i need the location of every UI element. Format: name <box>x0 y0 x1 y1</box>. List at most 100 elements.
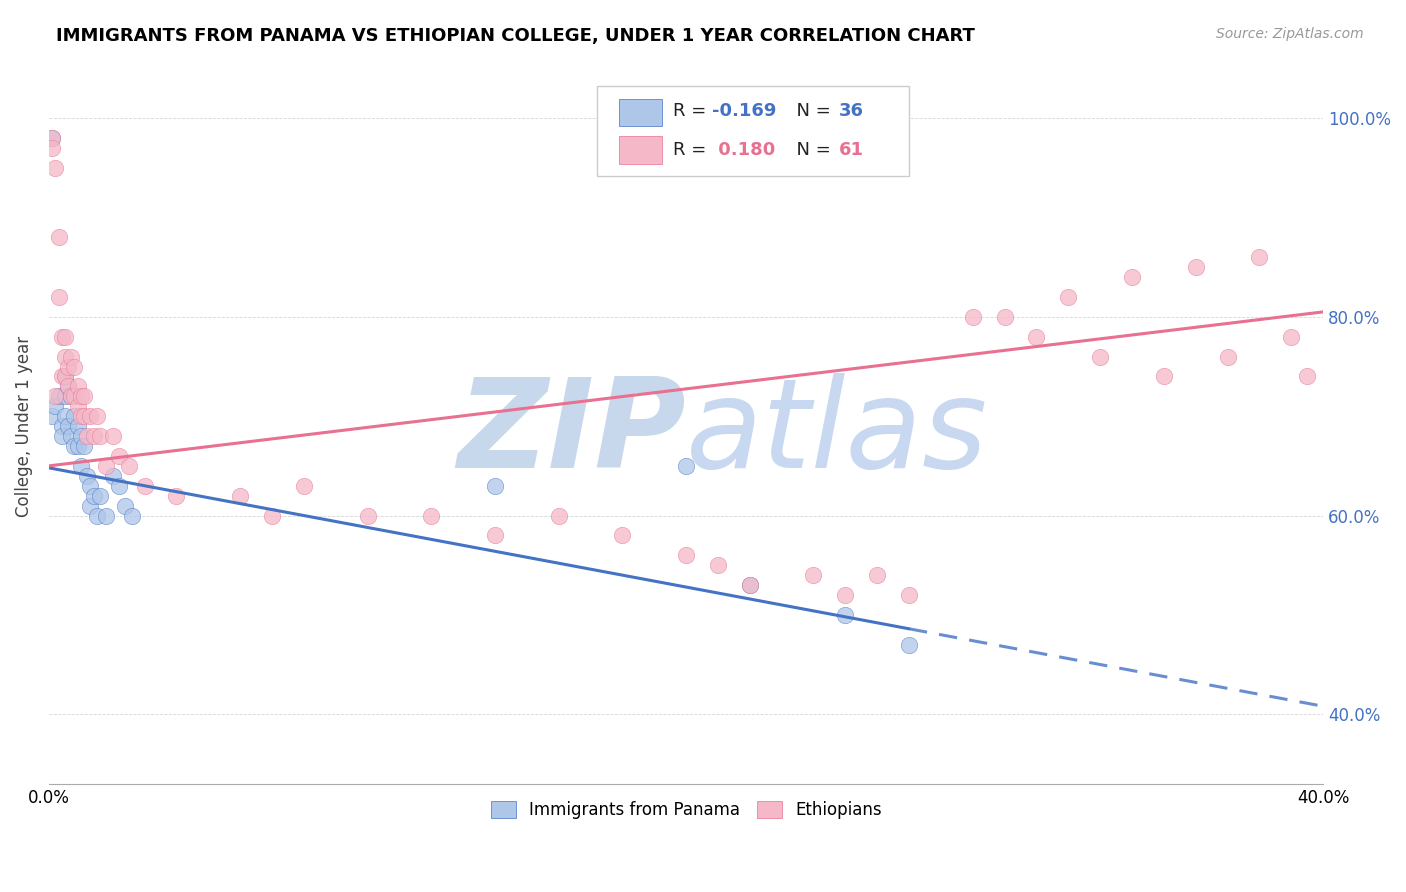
Point <box>484 528 506 542</box>
FancyBboxPatch shape <box>619 136 662 163</box>
Point <box>56 379 79 393</box>
Point <box>738 578 761 592</box>
Point <box>53 369 76 384</box>
Text: 61: 61 <box>839 141 863 159</box>
Point <box>134 479 156 493</box>
Point <box>1153 369 1175 384</box>
Point <box>41 409 63 424</box>
Point <box>48 230 70 244</box>
Point <box>56 379 79 393</box>
Point <box>1057 290 1080 304</box>
Point <box>86 409 108 424</box>
Point <box>48 389 70 403</box>
Point <box>69 409 91 424</box>
Point <box>63 389 86 403</box>
Point <box>69 389 91 403</box>
Point <box>48 290 70 304</box>
Point <box>117 458 139 473</box>
Point <box>51 369 73 384</box>
Text: atlas: atlas <box>686 373 988 494</box>
Point <box>1184 260 1206 275</box>
Point <box>96 458 118 473</box>
Point <box>1088 350 1111 364</box>
Point <box>60 389 83 403</box>
Point <box>866 568 889 582</box>
Legend: Immigrants from Panama, Ethiopians: Immigrants from Panama, Ethiopians <box>484 794 889 825</box>
Point <box>962 310 984 324</box>
Point <box>83 489 105 503</box>
Y-axis label: College, Under 1 year: College, Under 1 year <box>15 335 32 516</box>
Point <box>66 439 89 453</box>
Point <box>834 607 856 622</box>
Point <box>356 508 378 523</box>
Point <box>44 161 66 175</box>
Text: 0.180: 0.180 <box>711 141 775 159</box>
Point <box>1216 350 1239 364</box>
Point <box>484 479 506 493</box>
Text: IMMIGRANTS FROM PANAMA VS ETHIOPIAN COLLEGE, UNDER 1 YEAR CORRELATION CHART: IMMIGRANTS FROM PANAMA VS ETHIOPIAN COLL… <box>56 27 976 45</box>
Point <box>101 468 124 483</box>
Point <box>121 508 143 523</box>
Point <box>108 479 131 493</box>
Text: Source: ZipAtlas.com: Source: ZipAtlas.com <box>1216 27 1364 41</box>
Point <box>834 588 856 602</box>
Point <box>547 508 569 523</box>
Point <box>51 419 73 434</box>
Point <box>44 389 66 403</box>
Point <box>41 131 63 145</box>
Point <box>76 429 98 443</box>
Point <box>83 429 105 443</box>
Point <box>260 508 283 523</box>
Point <box>60 350 83 364</box>
Text: R =: R = <box>673 141 713 159</box>
Point <box>69 429 91 443</box>
Text: ZIP: ZIP <box>457 373 686 494</box>
Point <box>89 429 111 443</box>
Point <box>76 468 98 483</box>
Point <box>60 429 83 443</box>
Point <box>165 489 187 503</box>
Point <box>1279 329 1302 343</box>
Point <box>63 439 86 453</box>
Point <box>56 419 79 434</box>
Point <box>114 499 136 513</box>
Point <box>73 439 96 453</box>
Point <box>96 508 118 523</box>
Point <box>66 419 89 434</box>
Point <box>994 310 1017 324</box>
Point <box>1121 270 1143 285</box>
Point <box>79 479 101 493</box>
Point <box>229 489 252 503</box>
Point <box>53 329 76 343</box>
Point <box>612 528 634 542</box>
Text: 36: 36 <box>839 103 863 120</box>
Point <box>79 409 101 424</box>
Point <box>108 449 131 463</box>
Text: R =: R = <box>673 103 713 120</box>
Point <box>53 350 76 364</box>
Point <box>44 399 66 413</box>
Point <box>420 508 443 523</box>
Point <box>675 458 697 473</box>
Point <box>1025 329 1047 343</box>
Text: N =: N = <box>786 141 837 159</box>
Point <box>101 429 124 443</box>
Point <box>51 329 73 343</box>
Point <box>1249 250 1271 264</box>
Point <box>60 389 83 403</box>
Point <box>73 409 96 424</box>
Point <box>738 578 761 592</box>
Point <box>86 508 108 523</box>
Point <box>675 548 697 562</box>
Point <box>63 409 86 424</box>
Point <box>53 389 76 403</box>
FancyBboxPatch shape <box>598 87 910 176</box>
Point <box>898 638 921 652</box>
Point <box>292 479 315 493</box>
Point <box>63 359 86 374</box>
Point <box>41 131 63 145</box>
Point <box>41 141 63 155</box>
Point <box>66 379 89 393</box>
Text: -0.169: -0.169 <box>711 103 776 120</box>
Point <box>89 489 111 503</box>
